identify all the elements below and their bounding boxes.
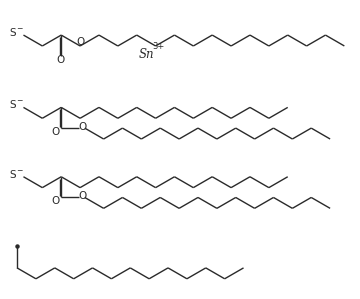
Text: O: O xyxy=(78,122,86,132)
Text: O: O xyxy=(51,196,60,206)
Text: O: O xyxy=(76,37,85,47)
Text: S: S xyxy=(10,28,16,38)
Text: O: O xyxy=(51,127,60,137)
Text: Sn: Sn xyxy=(138,48,154,61)
Text: O: O xyxy=(78,191,86,201)
Text: −: − xyxy=(16,24,22,33)
Text: O: O xyxy=(56,55,64,65)
Text: 3+: 3+ xyxy=(152,42,165,51)
Text: −: − xyxy=(16,97,22,106)
Text: S: S xyxy=(10,170,16,180)
Text: S: S xyxy=(10,100,16,110)
Text: −: − xyxy=(16,166,22,175)
